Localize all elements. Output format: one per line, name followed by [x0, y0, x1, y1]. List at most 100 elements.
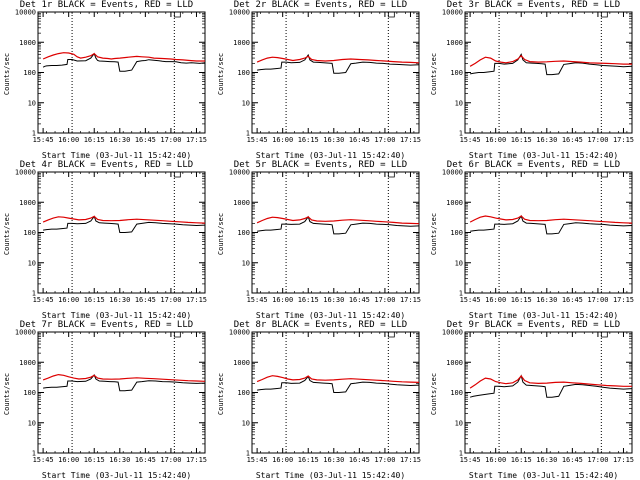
x-tick-label: 16:45 — [135, 136, 156, 144]
y-tick-label: 1 — [459, 130, 463, 138]
attenuator-marker — [600, 172, 608, 178]
y-tick-label: 1 — [246, 290, 250, 298]
x-axis-label: Start Time (03-Jul-11 15:42:40) — [41, 311, 192, 320]
y-tick-label: 100 — [23, 69, 36, 77]
x-tick-label: 16:15 — [511, 136, 532, 144]
x-tick-label: 17:15 — [400, 456, 421, 464]
y-tick-label: 1000 — [19, 359, 36, 367]
series-line-events — [469, 53, 633, 76]
panel-title: Det 5r BLACK = Events, RED = LLD — [233, 160, 408, 170]
x-tick-label: 17:15 — [186, 456, 207, 464]
y-tick-label: 1 — [459, 450, 463, 458]
axes-frame — [37, 11, 206, 134]
y-tick-label: 1000 — [19, 199, 36, 207]
y-tick-label: 10000 — [15, 169, 36, 177]
axes-frame — [464, 171, 633, 294]
plot-area: 1 10 100 1000 10000 15:45 16:00 16:15 16:30 16:45… — [442, 329, 634, 465]
y-axis-label: Counts/sec — [3, 52, 11, 96]
panel-title: Det 1r BLACK = Events, RED = LLD — [19, 0, 194, 10]
y-tick-label: 100 — [23, 389, 36, 397]
x-tick-label: 16:45 — [135, 456, 156, 464]
y-tick-label: 10 — [28, 259, 36, 267]
x-tick-label: 16:15 — [298, 136, 319, 144]
plot-area: 1 10 100 1000 10000 15:45 16:00 16:15 16:30 16:45… — [229, 329, 421, 465]
y-axis-label: Counts/sec — [430, 372, 438, 416]
x-tick-label: 17:00 — [160, 296, 181, 304]
y-tick-label: 1 — [32, 450, 36, 458]
panel-title: Det 6r BLACK = Events, RED = LLD — [446, 160, 621, 170]
panel-title: Det 8r BLACK = Events, RED = LLD — [233, 320, 408, 330]
x-axis-label: Start Time (03-Jul-11 15:42:40) — [255, 151, 406, 160]
detector-panel-8: 1 10 100 1000 10000 15:45 16:00 16:15 16:30 16:45… — [214, 320, 427, 480]
x-tick-label: 16:30 — [323, 136, 344, 144]
y-tick-label: 100 — [450, 389, 463, 397]
series-line-events — [469, 374, 633, 398]
series-line-lld — [469, 215, 633, 224]
x-tick-label: 16:15 — [84, 296, 105, 304]
x-tick-label: 16:00 — [272, 136, 293, 144]
x-tick-label: 17:15 — [613, 456, 634, 464]
y-tick-label: 1 — [32, 290, 36, 298]
y-axis-label: Counts/sec — [217, 372, 225, 416]
y-tick-label: 10000 — [229, 169, 250, 177]
y-tick-label: 10000 — [442, 329, 463, 337]
x-tick-label: 16:45 — [562, 456, 583, 464]
x-tick-label: 17:00 — [374, 296, 395, 304]
x-tick-label: 15:45 — [460, 296, 481, 304]
detector-panel-4: 1 10 100 1000 10000 15:45 16:00 16:15 16:30 16:45… — [0, 160, 213, 320]
series-line-events — [257, 53, 420, 74]
x-axis-label: Start Time (03-Jul-11 15:42:40) — [468, 311, 619, 320]
x-tick-label: 16:30 — [323, 456, 344, 464]
y-tick-label: 10000 — [442, 169, 463, 177]
series-line-lld — [256, 55, 420, 64]
x-tick-label: 17:00 — [587, 456, 608, 464]
y-tick-label: 1000 — [446, 39, 463, 47]
x-tick-label: 15:45 — [460, 136, 481, 144]
x-tick-label: 17:15 — [400, 296, 421, 304]
x-tick-label: 16:15 — [298, 296, 319, 304]
y-axis-label: Counts/sec — [3, 372, 11, 416]
detector-panel-7: 1 10 100 1000 10000 15:45 16:00 16:15 16:30 16:45… — [0, 320, 213, 480]
y-tick-label: 10 — [455, 419, 463, 427]
y-axis-label: Counts/sec — [217, 52, 225, 96]
y-tick-label: 1000 — [19, 39, 36, 47]
x-tick-label: 16:30 — [536, 136, 557, 144]
y-tick-label: 100 — [237, 69, 250, 77]
axes-frame — [464, 11, 633, 134]
attenuator-marker — [173, 172, 181, 178]
x-tick-label: 15:45 — [247, 136, 268, 144]
y-tick-label: 1000 — [446, 199, 463, 207]
y-tick-label: 100 — [237, 229, 250, 237]
detector-panel-1: 1 10 100 1000 10000 15:45 16:00 16:15 16:30 16:45… — [0, 0, 213, 160]
axes-frame — [251, 11, 420, 134]
y-tick-label: 1 — [246, 450, 250, 458]
y-axis-label: Counts/sec — [430, 212, 438, 256]
plot-area: 1 10 100 1000 10000 15:45 16:00 16:15 16:30 16:45… — [229, 169, 421, 305]
attenuator-marker — [600, 332, 608, 338]
series-line-lld — [42, 52, 205, 62]
series-line-lld — [42, 215, 206, 224]
series-line-events — [257, 375, 420, 393]
x-tick-label: 16:00 — [485, 296, 506, 304]
detector-panel-9: 1 10 100 1000 10000 15:45 16:00 16:15 16:30 16:45… — [427, 320, 640, 480]
x-tick-label: 16:45 — [349, 136, 370, 144]
panel-title: Det 4r BLACK = Events, RED = LLD — [19, 160, 194, 170]
plot-area: 1 10 100 1000 10000 15:45 16:00 16:15 16:30 16:45… — [15, 169, 207, 305]
x-tick-label: 17:00 — [160, 136, 181, 144]
x-tick-label: 15:45 — [247, 456, 268, 464]
x-tick-label: 16:45 — [562, 136, 583, 144]
x-tick-label: 16:30 — [323, 296, 344, 304]
x-tick-label: 16:00 — [485, 456, 506, 464]
x-tick-label: 17:00 — [374, 136, 395, 144]
detector-panel-6: 1 10 100 1000 10000 15:45 16:00 16:15 16:30 16:45… — [427, 160, 640, 320]
x-tick-label: 15:45 — [247, 296, 268, 304]
x-tick-label: 17:15 — [613, 136, 634, 144]
panel-title: Det 2r BLACK = Events, RED = LLD — [233, 0, 408, 10]
y-tick-label: 10 — [455, 259, 463, 267]
x-tick-label: 17:00 — [587, 136, 608, 144]
y-tick-label: 10 — [242, 419, 250, 427]
x-tick-label: 16:45 — [135, 296, 156, 304]
y-tick-label: 10000 — [442, 9, 463, 17]
series-line-lld — [256, 216, 420, 225]
y-tick-label: 10 — [242, 99, 250, 107]
